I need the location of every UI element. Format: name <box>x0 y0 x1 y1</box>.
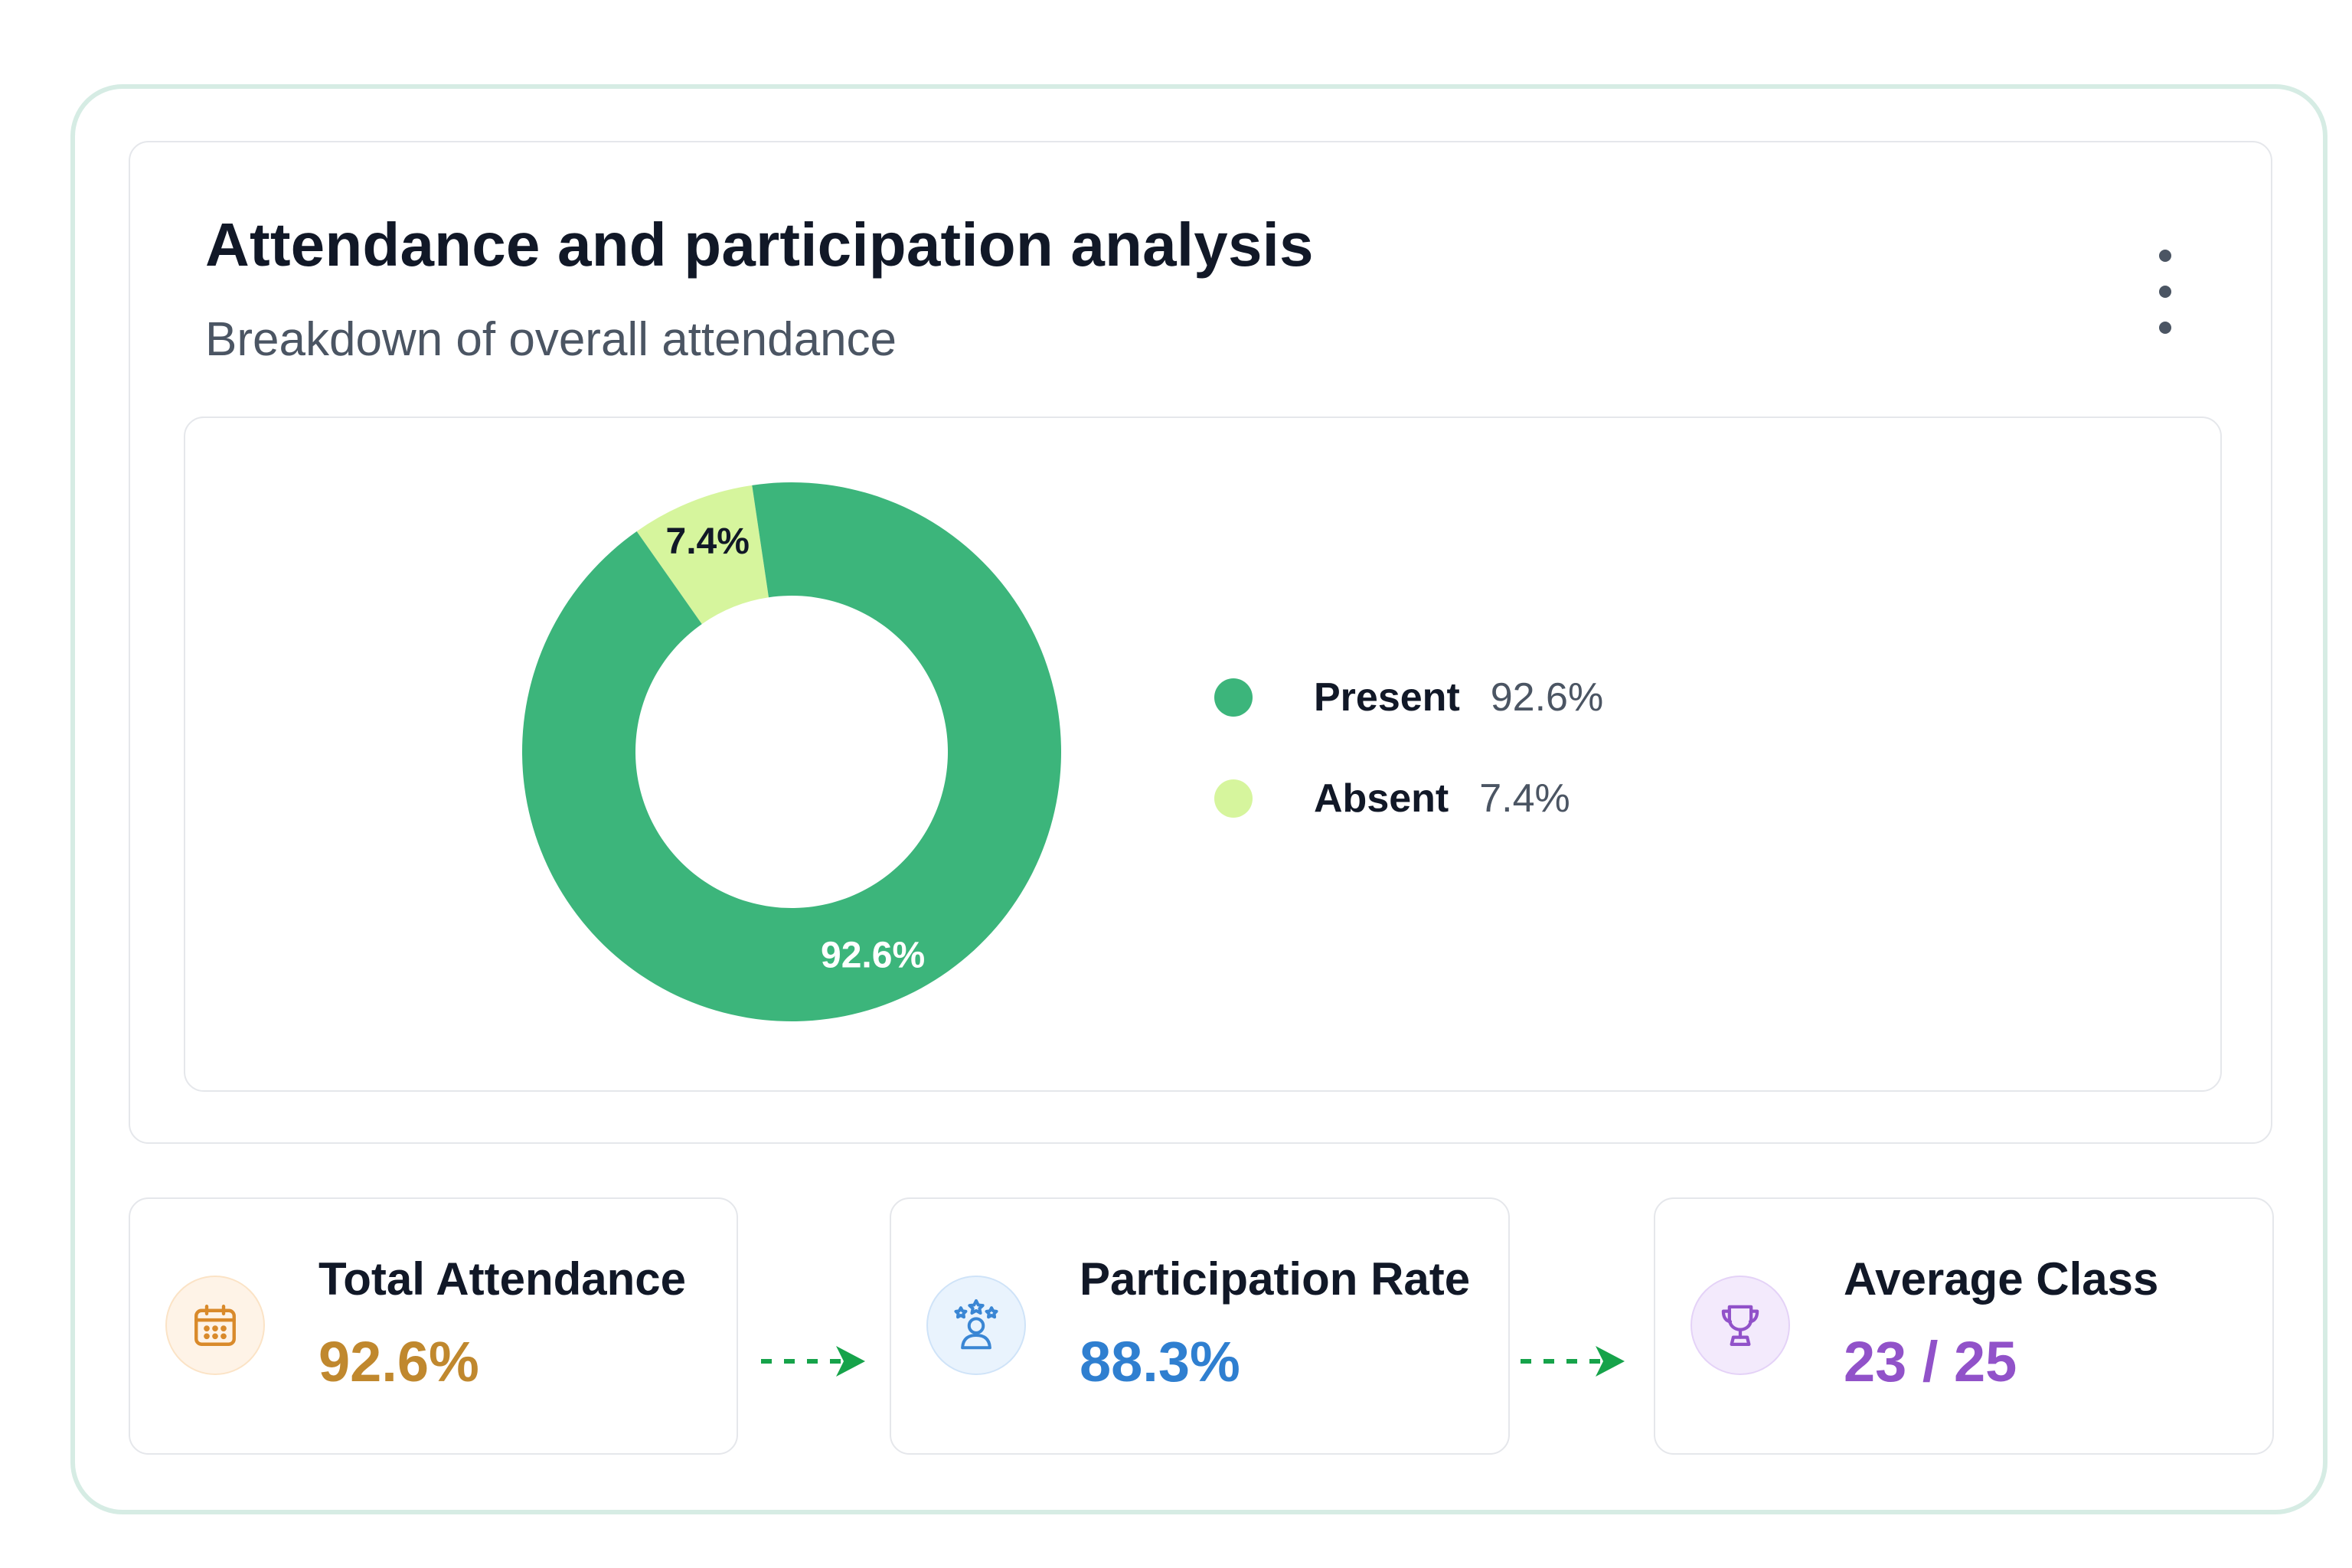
legend-item-present: Present 92.6% <box>1214 671 1603 724</box>
legend-item-absent: Absent 7.4% <box>1214 772 1603 825</box>
menu-dot <box>2159 250 2171 262</box>
stat-label: Average Class <box>1844 1253 2159 1305</box>
chart-panel: 7.4% 92.6% Present 92.6% Absent 7.4% <box>184 416 2222 1092</box>
donut-slice-absent[interactable] <box>636 485 769 625</box>
dashed-arrow-right-icon <box>1521 1346 1625 1377</box>
trophy-icon <box>1690 1276 1790 1375</box>
attendance-card: Attendance and participation analysis Br… <box>129 141 2272 1144</box>
menu-dot <box>2159 322 2171 334</box>
donut-slice-present[interactable] <box>521 482 1061 1022</box>
card-title: Attendance and participation analysis <box>205 211 1314 279</box>
donut-label-present: 92.6% <box>821 936 925 976</box>
legend-value: 7.4% <box>1479 776 1570 821</box>
donut-chart: 7.4% 92.6% <box>521 482 1061 1022</box>
legend-label: Absent <box>1314 776 1449 821</box>
stat-value: 88.3% <box>1080 1330 1240 1393</box>
legend-label: Present <box>1314 675 1460 720</box>
legend-swatch-absent <box>1214 779 1253 818</box>
stat-value: 92.6% <box>318 1330 479 1393</box>
stat-card-total-attendance: Total Attendance 92.6% <box>129 1197 738 1455</box>
donut-label-absent: 7.4% <box>666 521 750 562</box>
dashed-arrow-right-icon <box>761 1346 865 1377</box>
stat-card-participation-rate: Participation Rate 88.3% <box>890 1197 1510 1455</box>
more-vertical-icon[interactable] <box>2142 250 2188 334</box>
stat-label: Participation Rate <box>1080 1253 1471 1305</box>
legend-value: 92.6% <box>1490 675 1604 720</box>
card-subtitle: Breakdown of overall attendance <box>205 313 897 366</box>
stat-card-average-class: Average Class 23 / 25 <box>1654 1197 2274 1455</box>
chart-legend: Present 92.6% Absent 7.4% <box>1214 671 1603 873</box>
legend-swatch-present <box>1214 678 1253 717</box>
menu-dot <box>2159 286 2171 298</box>
calendar-icon <box>165 1276 265 1375</box>
user-stars-icon <box>926 1276 1026 1375</box>
stat-value: 23 / 25 <box>1844 1330 2017 1393</box>
stat-label: Total Attendance <box>318 1253 687 1305</box>
dashboard-frame: Attendance and participation analysis Br… <box>70 84 2328 1514</box>
